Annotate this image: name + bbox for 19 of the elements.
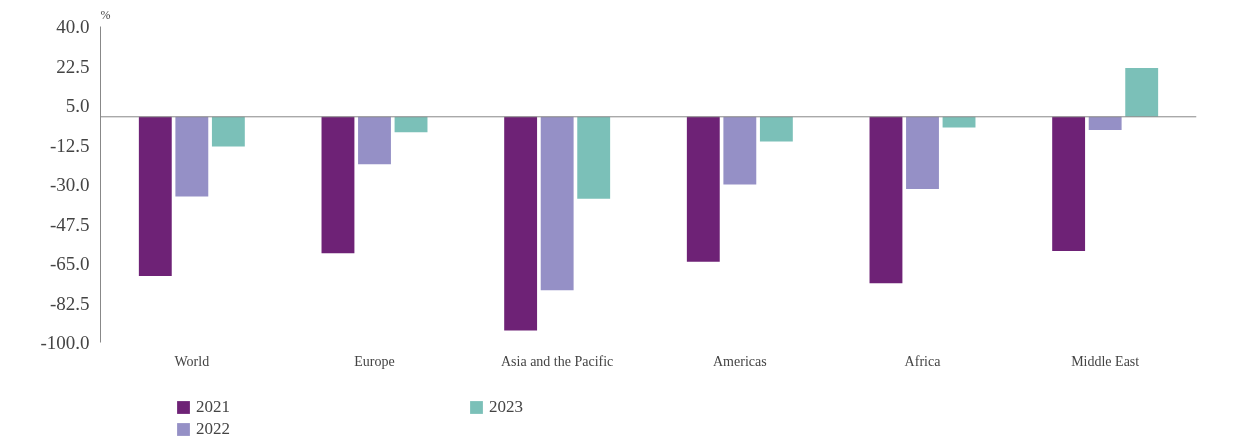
legend-label: 2023	[489, 397, 524, 417]
x-tick-label: Americas	[713, 353, 767, 369]
y-tick-label: -100.0	[40, 332, 90, 353]
x-tick-label: Middle East	[1071, 353, 1140, 369]
y-tick-label: 5.0	[65, 95, 90, 116]
y-tick-label: 22.5	[56, 55, 90, 77]
x-tick-label: Africa	[904, 353, 942, 369]
y-tick-label: -12.5	[49, 134, 90, 156]
y-tick-label: -65.0	[49, 253, 90, 274]
y-tick-label: -47.5	[49, 213, 90, 235]
legend-label: 2022	[196, 419, 231, 439]
x-tick-label: World	[174, 353, 210, 369]
y-tick-label: -82.5	[49, 292, 90, 314]
y-axis-title: %	[100, 7, 111, 22]
x-tick-label: Europe	[354, 353, 395, 369]
y-tick-label: 40.0	[56, 16, 90, 37]
y-tick-label: -30.0	[49, 174, 90, 195]
legend-label: 2021	[196, 397, 231, 417]
x-tick-label: Asia and the Pacific	[500, 353, 614, 369]
